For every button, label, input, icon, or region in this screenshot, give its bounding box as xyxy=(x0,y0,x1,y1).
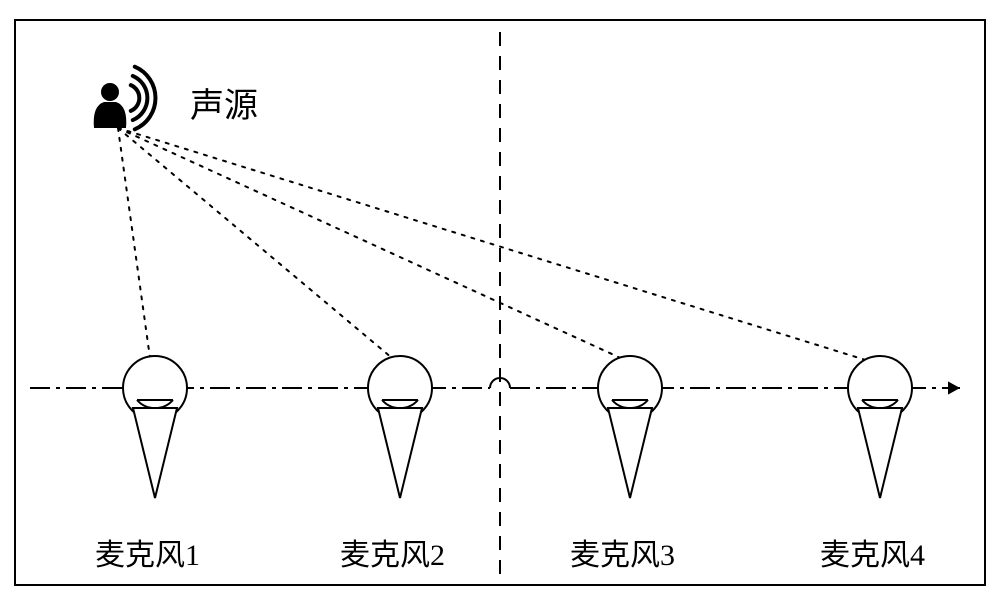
sound-source-label: 声源 xyxy=(190,78,258,127)
microphone-4 xyxy=(848,356,912,498)
sound-ray-3 xyxy=(118,128,625,360)
mic-label-3: 麦克风3 xyxy=(570,530,675,574)
sound-source-icon xyxy=(94,67,156,130)
mic-cone-2 xyxy=(378,408,422,498)
microphone-3 xyxy=(598,356,662,498)
mic-label-4: 麦克风4 xyxy=(820,530,925,574)
mic-cone-3 xyxy=(608,408,652,498)
sound-ray-2 xyxy=(118,128,392,358)
sound-ray-1 xyxy=(118,128,150,358)
sound-ray-4 xyxy=(118,128,872,362)
x-axis-arrow xyxy=(948,381,960,394)
mic-label-2: 麦克风2 xyxy=(340,530,445,574)
mic-cone-4 xyxy=(858,408,902,498)
mic-cone-1 xyxy=(133,408,177,498)
mic-label-1: 麦克风1 xyxy=(95,530,200,574)
microphone-1 xyxy=(123,356,187,498)
sound-wave-arc-1 xyxy=(131,85,140,111)
microphone-2 xyxy=(368,356,432,498)
diagram-svg xyxy=(0,0,1000,603)
